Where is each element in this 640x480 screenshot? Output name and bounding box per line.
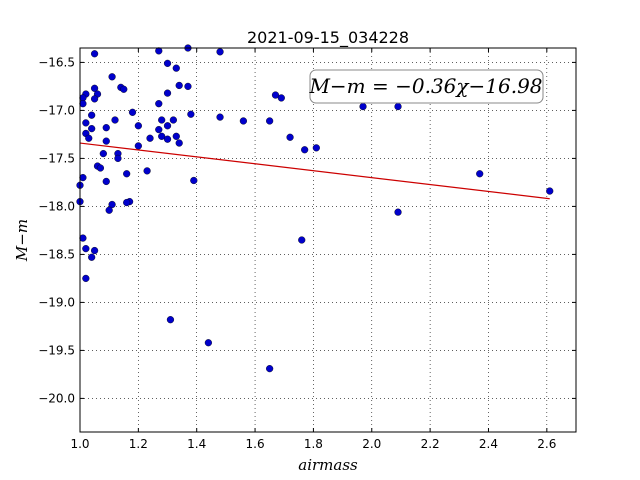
data-point: [128, 108, 137, 116]
y-tick-label: −19.5: [38, 343, 75, 357]
data-point: [99, 150, 107, 158]
data-point: [175, 81, 183, 90]
data-point: [102, 137, 110, 145]
x-tick-label: 2.0: [362, 437, 381, 451]
data-point: [88, 125, 96, 133]
x-tick-label: 2.4: [479, 437, 498, 451]
data-point: [312, 144, 320, 152]
data-point: [187, 110, 195, 118]
data-point: [394, 102, 402, 111]
data-point: [158, 132, 166, 140]
data-point: [79, 100, 87, 108]
data-point: [90, 50, 99, 58]
data-point: [184, 82, 192, 91]
y-tick-label: −19.0: [38, 295, 75, 309]
data-point: [546, 187, 554, 195]
data-point: [82, 274, 90, 283]
data-point: [111, 116, 119, 124]
fit-line-group: [79, 142, 550, 200]
data-point: [85, 134, 93, 142]
x-axis-ticks: 1.0 1.2 1.4 1.6 1.8 2.0 2.2 2.4 2.6: [70, 48, 556, 451]
x-axis-label: airmass: [298, 456, 358, 474]
data-point: [90, 84, 99, 92]
data-point: [146, 134, 154, 142]
y-tick-label: −18.5: [38, 247, 75, 261]
data-point: [169, 116, 177, 124]
data-point: [204, 339, 212, 347]
data-point: [120, 85, 128, 93]
data-point: [158, 116, 166, 124]
data-point: [172, 64, 180, 72]
x-tick-label: 2.2: [421, 437, 440, 451]
y-tick-label: −17.5: [38, 151, 75, 165]
data-point: [134, 142, 142, 150]
data-point: [216, 48, 224, 56]
plot-frame: [79, 47, 577, 433]
scatter-points: [76, 44, 554, 373]
data-point: [123, 170, 131, 178]
data-point: [134, 122, 142, 130]
data-point: [123, 198, 131, 207]
data-point: [108, 200, 116, 209]
data-point: [114, 154, 122, 163]
x-tick-label: 1.0: [70, 437, 89, 451]
grid: [79, 48, 576, 432]
data-point: [172, 132, 180, 140]
data-point: [298, 236, 306, 244]
data-point: [277, 94, 285, 102]
annotation-box: [309, 69, 544, 104]
data-point: [102, 124, 110, 132]
data-point: [163, 122, 172, 130]
data-point: [90, 95, 99, 103]
data-point: [102, 177, 110, 186]
x-tick-label: 1.8: [304, 437, 323, 451]
data-point: [163, 89, 172, 97]
data-point: [82, 245, 90, 253]
y-axis-label: M−m: [13, 219, 31, 262]
data-point: [143, 167, 151, 175]
y-tick-label: −18.0: [38, 199, 75, 213]
data-point: [155, 126, 163, 134]
fit-annotation: M−m = −0.36χ−16.98: [308, 69, 544, 104]
data-point: [286, 133, 294, 141]
chart-title: 2021-09-15_034228: [247, 28, 409, 48]
y-tick-label: −16.5: [38, 55, 75, 69]
data-point: [266, 365, 274, 373]
data-point: [175, 139, 183, 147]
data-point: [271, 91, 280, 99]
data-point: [301, 146, 309, 154]
data-point: [163, 59, 172, 67]
data-point: [359, 102, 367, 111]
data-point: [476, 170, 484, 178]
data-point: [155, 47, 163, 55]
data-point: [216, 113, 224, 121]
x-tick-label: 1.4: [187, 437, 206, 451]
data-point: [88, 111, 96, 119]
annotation-text: M−m = −0.36χ−16.98: [308, 74, 542, 98]
y-tick-label: −17.0: [38, 103, 75, 117]
y-tick-label: −20.0: [38, 391, 75, 405]
data-point: [266, 117, 274, 125]
data-point: [96, 164, 105, 172]
y-axis-ticks: −16.5 −17.0 −17.5 −18.0 −18.5 −19.0 −19.5 −20.0: [38, 55, 576, 405]
data-point: [163, 135, 172, 143]
data-point: [105, 206, 113, 214]
x-tick-label: 1.2: [129, 437, 148, 451]
data-point: [79, 234, 87, 242]
data-point: [166, 316, 175, 324]
data-point: [79, 174, 87, 182]
x-tick-label: 2.6: [537, 437, 556, 451]
data-point: [190, 176, 198, 185]
fit-line: [79, 142, 550, 200]
data-point: [82, 119, 90, 127]
x-tick-label: 1.6: [246, 437, 265, 451]
data-point: [394, 208, 402, 216]
data-point: [155, 100, 163, 108]
data-point: [88, 253, 96, 261]
data-point: [108, 73, 116, 81]
data-point: [90, 246, 99, 255]
data-point: [239, 117, 247, 125]
